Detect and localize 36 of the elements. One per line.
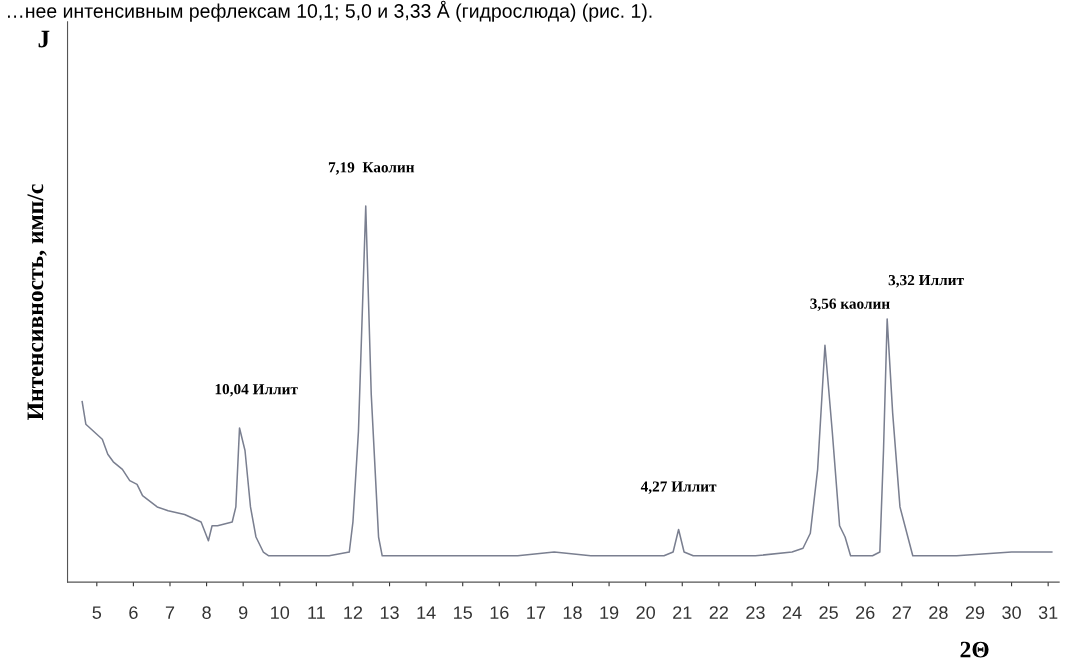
- x-tick-label: 6: [129, 606, 138, 619]
- text: …нее интенсивным рефлексам 10,1; 5,0 и 3,33 Å (гидрослюда) (рис. 1).: [8, 0, 652, 22]
- x-tick-label: 29: [965, 606, 985, 619]
- x-tick-label: 5: [92, 606, 102, 619]
- x-tick-label: 20: [636, 606, 655, 619]
- x-tick-label: 31: [1038, 606, 1058, 619]
- x-tick-label: 7: [165, 606, 175, 619]
- x-tick-label: 22: [709, 606, 728, 619]
- annotation: 3,32 Иллит: [888, 274, 964, 288]
- x-tick-label: 14: [417, 606, 436, 619]
- x-tick-label: 26: [856, 606, 875, 619]
- x-axis-title: 2Θ: [960, 641, 989, 658]
- y-axis-title: Интенсивность, имп/с: [27, 184, 47, 420]
- x-tick-label: 15: [454, 606, 472, 619]
- x-tick-label: 8: [202, 606, 211, 619]
- x-tick-label: 13: [380, 606, 399, 619]
- x-tick-label: 16: [490, 606, 509, 619]
- x-tick-label: 24: [782, 606, 802, 619]
- x-tick-label: 28: [929, 606, 948, 619]
- annotation: 10,04 Иллит: [215, 383, 298, 397]
- x-tick-label: 18: [563, 606, 582, 619]
- x-tick-label: 25: [819, 606, 838, 619]
- annotation: 7,19 Каолин: [328, 162, 415, 175]
- x-tick-label: 11: [308, 606, 325, 619]
- x-tick-label: 19: [600, 606, 619, 619]
- text: J: [38, 30, 50, 48]
- x-tick-label: 10: [271, 606, 290, 619]
- annotation: 4,27 Иллит: [640, 481, 717, 494]
- x-tick-label: 17: [527, 606, 546, 619]
- x-tick-label: 23: [746, 606, 765, 619]
- x-tick-label: 9: [239, 606, 248, 619]
- annotation: 3,56 каолин: [810, 298, 890, 312]
- x-tick-label: 30: [1002, 606, 1021, 619]
- x-tick-label: 27: [892, 606, 911, 619]
- x-tick-label: 21: [673, 606, 692, 619]
- x-tick-label: 12: [344, 606, 363, 619]
